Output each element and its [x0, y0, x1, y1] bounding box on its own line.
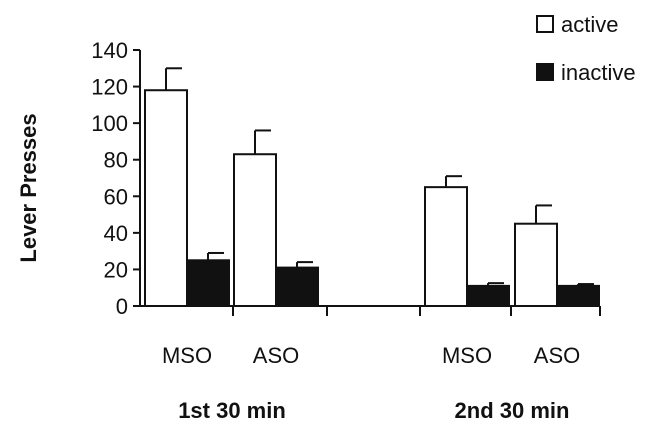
x-category-label: ASO: [253, 343, 299, 368]
legend: active inactive: [536, 12, 636, 85]
bar-inactive: [186, 259, 230, 307]
y-tick-label: 140: [91, 38, 128, 63]
category-labels: MSO ASO MSO ASO 1st 30 min 2nd 30 min: [162, 343, 580, 423]
x-category-label: ASO: [534, 343, 580, 368]
bar-active: [144, 89, 188, 307]
bar-active: [424, 186, 468, 307]
bars: [144, 67, 601, 316]
bar-inactive: [556, 284, 600, 307]
bar-inactive: [466, 284, 510, 307]
x-group-label: 2nd 30 min: [455, 398, 570, 423]
x-group-label: 1st 30 min: [178, 398, 286, 423]
y-tick-label: 100: [91, 111, 128, 136]
y-tick-label: 20: [104, 257, 128, 282]
y-tick-label: 60: [104, 184, 128, 209]
y-tick-label: 80: [104, 148, 128, 173]
y-axis-title: Lever Presses: [16, 113, 41, 262]
legend-label-inactive: inactive: [561, 60, 636, 85]
x-category-label: MSO: [442, 343, 492, 368]
bar-inactive: [275, 266, 319, 308]
legend-swatch-active: [536, 15, 554, 33]
x-category-label: MSO: [162, 343, 212, 368]
bar-active: [514, 222, 558, 307]
y-tick-label: 0: [116, 294, 128, 319]
y-tick-label: 40: [104, 221, 128, 246]
y-tick-label: 120: [91, 75, 128, 100]
legend-swatch-inactive: [536, 63, 554, 81]
y-ticks: 0 20 40 60 80 100 120 140: [91, 38, 140, 319]
legend-label-active: active: [561, 12, 618, 37]
bar-active: [233, 153, 277, 307]
